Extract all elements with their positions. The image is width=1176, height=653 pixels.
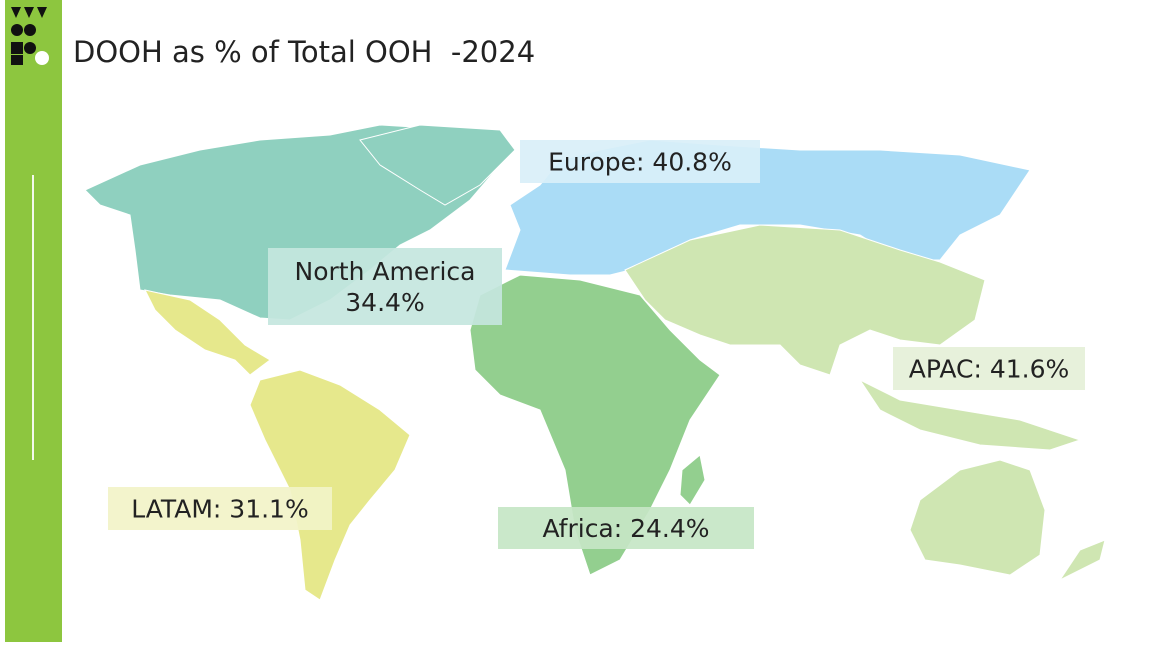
label-box	[268, 248, 502, 325]
label-text: Africa: 24.4%	[542, 514, 709, 543]
label-box	[108, 487, 332, 530]
region-shape	[624, 224, 986, 376]
region-shape	[1058, 539, 1106, 582]
title: DOOH as % of Total OOH -2024	[73, 35, 535, 69]
logo	[11, 7, 49, 65]
region-shape	[249, 369, 411, 601]
region-label: Europe: 40.8%	[520, 140, 760, 183]
region-label: Africa: 24.4%	[498, 507, 754, 549]
label-text: North America	[295, 257, 476, 286]
label-box	[498, 507, 754, 549]
label-text: LATAM: 31.1%	[131, 495, 308, 524]
region-label: LATAM: 31.1%	[108, 487, 332, 530]
region-shape	[359, 124, 516, 206]
region-shape	[909, 459, 1046, 576]
label-text: 34.4%	[345, 288, 424, 317]
label-box	[520, 140, 760, 183]
world-map	[84, 124, 1106, 601]
region-label: APAC: 41.6%	[893, 347, 1085, 390]
region-shape	[679, 454, 706, 506]
region-shape	[144, 289, 271, 376]
label-box	[893, 347, 1085, 390]
label-text: APAC: 41.6%	[909, 355, 1070, 384]
label-text: Europe: 40.8%	[548, 148, 732, 177]
region-shape	[858, 378, 1082, 451]
